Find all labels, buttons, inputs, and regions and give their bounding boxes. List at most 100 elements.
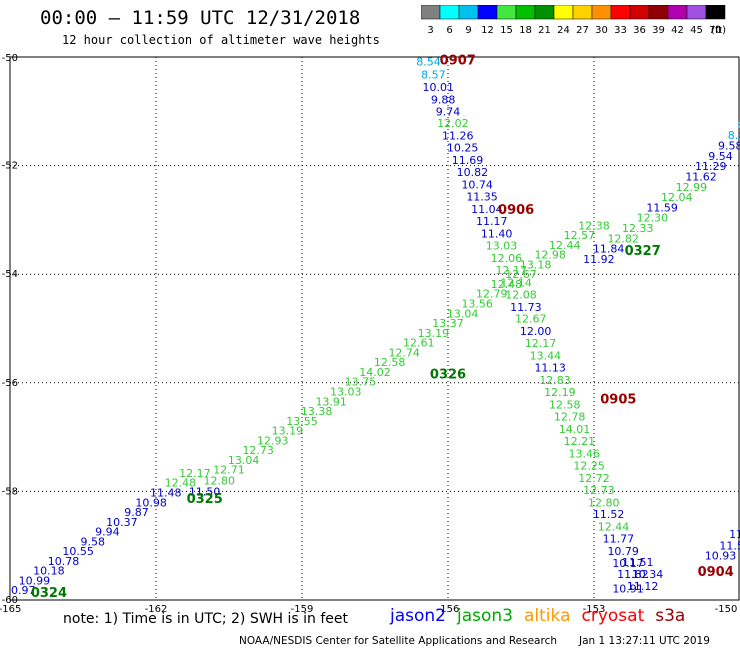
swh-value: 10.74 bbox=[461, 179, 493, 192]
y-tick-label: -52 bbox=[2, 161, 18, 172]
swh-value: 11.51 bbox=[719, 540, 740, 553]
swh-value: 12.21 bbox=[564, 435, 596, 448]
credit-timestamp: Jan 1 13:27:11 UTC 2019 bbox=[579, 635, 710, 647]
x-tick-label: -165 bbox=[0, 604, 21, 615]
swh-value: 11.13 bbox=[534, 362, 566, 375]
colorbar-label: 18 bbox=[519, 25, 532, 36]
swh-value: 13.56 bbox=[461, 298, 493, 311]
swh-value: 12.48 bbox=[165, 477, 197, 490]
swh-value: 10.97 bbox=[4, 584, 36, 597]
legend-altika: altika bbox=[524, 606, 571, 626]
swh-value: 10.37 bbox=[106, 516, 138, 529]
swh-value: 11.26 bbox=[442, 130, 474, 143]
swh-value: 10.93 bbox=[705, 549, 737, 562]
swh-value: 12.25 bbox=[573, 459, 605, 472]
swh-value: 10.17 bbox=[612, 557, 644, 570]
swh-value: 12.98 bbox=[534, 249, 566, 262]
colorbar-unit: (ft) bbox=[711, 25, 726, 36]
swh-value: 11.84 bbox=[593, 243, 625, 256]
swh-value: 11.17 bbox=[476, 215, 508, 228]
x-tick-label: -162 bbox=[145, 604, 168, 615]
swh-value: 11.40 bbox=[481, 227, 513, 240]
colorbar-label: 33 bbox=[614, 25, 627, 36]
pass-time-label: 0325 bbox=[187, 492, 223, 507]
swh-value: 10.82 bbox=[457, 166, 489, 179]
colorbar-label: 3 bbox=[427, 25, 433, 36]
y-tick-label: -60 bbox=[2, 595, 18, 606]
swh-value: 12.80 bbox=[204, 475, 236, 488]
swh-value: 9.87 bbox=[124, 506, 149, 519]
swh-value: 11.62 bbox=[685, 170, 717, 183]
swh-value: 12.19 bbox=[544, 386, 576, 399]
swh-value: 12.79 bbox=[476, 288, 508, 301]
swh-value: 13.03 bbox=[330, 385, 362, 398]
swh-value: 9.58 bbox=[718, 140, 740, 153]
swh-value: 13.91 bbox=[315, 395, 347, 408]
swh-value: 12.99 bbox=[676, 181, 708, 194]
x-tick-label: -156 bbox=[437, 604, 460, 615]
swh-value: 10.55 bbox=[62, 545, 94, 558]
swh-value: 12.17 bbox=[525, 337, 557, 350]
swh-value: 12.93 bbox=[257, 434, 289, 447]
colorbar-label: 24 bbox=[557, 25, 570, 36]
colorbar-label: 36 bbox=[633, 25, 646, 36]
swh-value: 10.91 bbox=[612, 583, 644, 596]
pass-time-label: 0904 bbox=[698, 565, 734, 580]
swh-value: 12.44 bbox=[549, 239, 581, 252]
swh-value: 12.58 bbox=[549, 399, 581, 412]
legend-jason3: jason3 bbox=[457, 606, 513, 626]
swh-value: 14.02 bbox=[359, 366, 391, 379]
swh-value: 10.34 bbox=[632, 568, 664, 581]
swh-value: 12.04 bbox=[661, 191, 693, 204]
swh-value: 9.58 bbox=[80, 535, 105, 548]
swh-value: 11.59 bbox=[646, 201, 678, 214]
swh-value: 12.71 bbox=[213, 464, 245, 477]
pass-time-label: 0907 bbox=[440, 53, 476, 68]
swh-value: 13.04 bbox=[228, 454, 260, 467]
swh-value: 11.50 bbox=[189, 485, 221, 498]
swh-value: 13.18 bbox=[520, 258, 552, 271]
swh-value: 12.73 bbox=[242, 444, 274, 457]
colorbar-label: 30 bbox=[595, 25, 608, 36]
colorbar-label: 70 bbox=[709, 25, 722, 36]
swh-value: 12.80 bbox=[588, 496, 620, 509]
swh-value: 14.01 bbox=[559, 423, 591, 436]
x-tick-label: -150 bbox=[715, 604, 738, 615]
swh-value: 13.46 bbox=[569, 447, 601, 460]
y-tick-label: -58 bbox=[2, 486, 18, 497]
colorbar-label: 45 bbox=[690, 25, 703, 36]
credit-text: NOAA/NESDIS Center for Satellite Applica… bbox=[239, 635, 557, 647]
swh-value: 10.25 bbox=[447, 142, 479, 155]
swh-value: 13.55 bbox=[286, 415, 318, 428]
colorbar-label: 21 bbox=[538, 25, 551, 36]
colorbar-label: 42 bbox=[671, 25, 684, 36]
swh-value: 12.00 bbox=[520, 325, 552, 338]
swh-value: 12.30 bbox=[637, 212, 669, 225]
swh-value: 12.33 bbox=[622, 222, 654, 235]
swh-value: 10.78 bbox=[48, 555, 80, 568]
swh-value: 8.57 bbox=[421, 68, 446, 81]
x-tick-label: -153 bbox=[583, 604, 606, 615]
swh-value: 11.12 bbox=[627, 580, 659, 593]
swh-value: 10.01 bbox=[423, 81, 455, 94]
x-tick-label: -159 bbox=[291, 604, 314, 615]
colorbar-label: 6 bbox=[446, 25, 452, 36]
swh-value: 13.04 bbox=[447, 307, 479, 320]
colorbar-label: 9 bbox=[465, 25, 471, 36]
colorbar-label: 15 bbox=[500, 25, 513, 36]
colorbar-swatch bbox=[705, 5, 726, 20]
swh-value: 12.83 bbox=[539, 374, 571, 387]
page-title: 00:00 – 11:59 UTC 12/31/2018 bbox=[40, 7, 361, 29]
legend-jason2: jason2 bbox=[390, 606, 446, 626]
swh-value: 12.82 bbox=[607, 232, 639, 245]
page-subtitle: 12 hour collection of altimeter wave hei… bbox=[62, 33, 380, 47]
swh-value: 9.94 bbox=[95, 526, 120, 539]
colorbar-label: 27 bbox=[576, 25, 589, 36]
swh-value: 11.77 bbox=[603, 533, 635, 546]
swh-value: 12.17 bbox=[179, 467, 211, 480]
swh-value: 8.22 bbox=[737, 119, 740, 132]
swh-value: 8.67 bbox=[728, 129, 740, 142]
satellite-legend: jason2 jason3 altika cryosat s3a bbox=[390, 606, 696, 626]
pass-time-label: 0327 bbox=[625, 244, 661, 259]
